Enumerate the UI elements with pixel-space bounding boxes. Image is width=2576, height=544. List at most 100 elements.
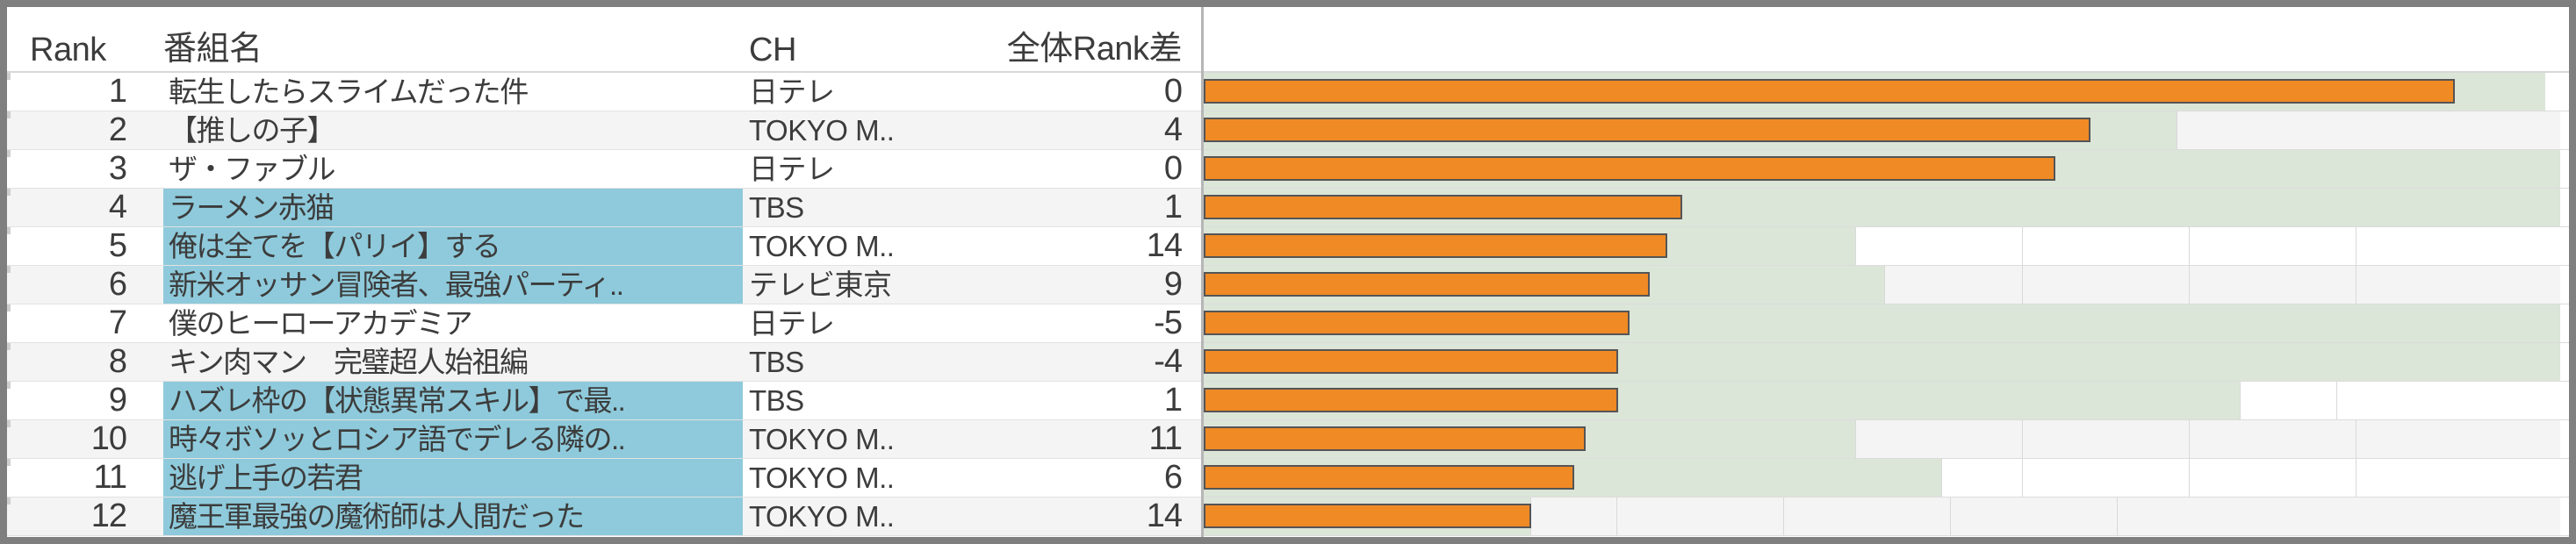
chart-gridline: [2189, 420, 2190, 458]
table-body: 1 転生したらスライムだった件 日テレ 0 2 【推しの子】 TOKYO M.. 4 3 ザ・ファ…: [7, 73, 1201, 536]
chart-row: [1204, 189, 2569, 227]
table-row[interactable]: 1 転生したらスライムだった件 日テレ 0: [7, 73, 1201, 111]
chart-gridline: [2189, 266, 2190, 304]
cell-title: ザ・ファブル: [169, 153, 336, 185]
cell-rank: 12: [90, 497, 127, 534]
cell-rank: 10: [90, 420, 127, 457]
chart-bar[interactable]: [1204, 272, 1650, 297]
chart-bar[interactable]: [1204, 233, 1667, 258]
chart-bar[interactable]: [1204, 311, 1630, 335]
cell-channel: TBS: [749, 384, 804, 417]
table-row[interactable]: 6 新米オッサン冒険者、最強パーティ.. テレビ東京 9: [7, 266, 1201, 304]
cell-title: ラーメン赤猫: [163, 189, 743, 226]
row-gutter-tick: [7, 227, 11, 234]
table-row[interactable]: 11 逃げ上手の若君 TOKYO M.. 6: [7, 459, 1201, 497]
chart-bar[interactable]: [1204, 465, 1574, 490]
cell-diff: 4: [1163, 111, 1182, 148]
row-gutter-tick: [7, 459, 11, 466]
chart-grid-panel: [1855, 227, 2560, 265]
cell-title: 俺は全てを【パリイ】する: [163, 227, 743, 265]
cell-title: 魔王軍最強の魔術師は人間だった: [163, 497, 743, 535]
chart-row: [1204, 420, 2569, 459]
cell-channel: テレビ東京: [749, 268, 892, 301]
chart-gridline: [1783, 497, 1784, 535]
chart-gridline: [2022, 266, 2023, 304]
column-header-diff: 全体Rank差: [1006, 31, 1183, 68]
row-gutter-tick: [7, 73, 11, 80]
cell-rank: 5: [108, 227, 127, 264]
row-gutter-tick: [7, 420, 11, 427]
cell-title: 【推しの子】: [169, 114, 336, 147]
table-row[interactable]: 9 ハズレ枠の【状態異常スキル】で最.. TBS 1: [7, 382, 1201, 420]
chart-gridline: [2189, 227, 2190, 265]
row-gutter-tick: [7, 266, 11, 273]
cell-diff: 1: [1163, 189, 1182, 225]
cell-rank: 1: [108, 73, 127, 110]
table-row[interactable]: 2 【推しの子】 TOKYO M.. 4: [7, 111, 1201, 150]
cell-rank: 4: [108, 189, 127, 225]
chart-bar[interactable]: [1204, 426, 1586, 451]
chart-row: [1204, 266, 2569, 304]
chart-bar[interactable]: [1204, 79, 2455, 104]
chart-grid-panel: [2177, 111, 2560, 149]
row-gutter-tick: [7, 189, 11, 196]
cell-channel: TBS: [749, 346, 804, 378]
chart-gridline: [2356, 266, 2357, 304]
cell-title: 転生したらスライムだった件: [169, 75, 529, 108]
chart-bar[interactable]: [1204, 349, 1618, 374]
cell-channel: TOKYO M..: [749, 500, 895, 533]
row-gutter-tick: [7, 382, 11, 389]
chart-gridline: [2189, 459, 2190, 497]
cell-rank: 6: [108, 266, 127, 303]
chart-gridline: [2356, 227, 2357, 265]
table-row[interactable]: 5 俺は全てを【パリイ】する TOKYO M.. 14: [7, 227, 1201, 266]
chart-grid-panel: [2240, 382, 2560, 419]
chart-row: [1204, 343, 2569, 382]
chart-bar[interactable]: [1204, 388, 1618, 412]
cell-diff: 0: [1163, 150, 1182, 187]
cell-title: キン肉マン 完璧超人始祖編: [169, 346, 529, 378]
chart-bar[interactable]: [1204, 156, 2055, 181]
chart-row: [1204, 304, 2569, 343]
chart-grid-panel: [1941, 459, 2560, 497]
table-row[interactable]: 10 時々ボソッとロシア語でデレる隣の.. TOKYO M.. 11: [7, 420, 1201, 459]
bar-chart: [1204, 7, 2569, 537]
chart-bar[interactable]: [1204, 504, 1531, 528]
chart-gridline: [2022, 227, 2023, 265]
cell-rank: 11: [93, 459, 127, 496]
row-gutter-tick: [7, 343, 11, 350]
cell-channel: TOKYO M..: [749, 423, 895, 455]
chart-grid-panel: [1855, 420, 2560, 458]
table-row[interactable]: 3 ザ・ファブル 日テレ 0: [7, 150, 1201, 189]
cell-title: 逃げ上手の若君: [163, 459, 743, 497]
table-row[interactable]: 7 僕のヒーローアカデミア 日テレ -5: [7, 304, 1201, 343]
table-header-row: Rank 番組名 CH 全体Rank差: [7, 7, 1201, 73]
column-header-title: 番組名: [163, 31, 263, 68]
chart-gridline: [2022, 459, 2023, 497]
column-header-channel: CH: [749, 32, 796, 68]
chart-gridline: [2356, 459, 2357, 497]
cell-rank: 2: [108, 111, 127, 148]
cell-diff: 6: [1163, 459, 1182, 496]
cell-diff: 11: [1148, 420, 1182, 457]
chart-gridline: [1950, 497, 1951, 535]
chart-body: [1204, 73, 2569, 536]
chart-bar[interactable]: [1204, 118, 2090, 142]
cell-channel: TBS: [749, 191, 804, 224]
chart-row: [1204, 459, 2569, 497]
cell-rank: 8: [108, 343, 127, 380]
table-row[interactable]: 8 キン肉マン 完璧超人始祖編 TBS -4: [7, 343, 1201, 382]
chart-row: [1204, 111, 2569, 150]
cell-diff: 0: [1163, 73, 1182, 110]
row-gutter-tick: [7, 111, 11, 118]
chart-row: [1204, 497, 2569, 536]
rank-table: Rank 番組名 CH 全体Rank差 1 転生したらスライムだった件 日テレ 0 2 【…: [7, 7, 1204, 537]
table-row[interactable]: 4 ラーメン赤猫 TBS 1: [7, 189, 1201, 227]
cell-diff: 14: [1146, 497, 1182, 534]
chart-row: [1204, 227, 2569, 266]
cell-channel: TOKYO M..: [749, 462, 895, 494]
cell-rank: 3: [108, 150, 127, 187]
table-row[interactable]: 12 魔王軍最強の魔術師は人間だった TOKYO M.. 14: [7, 497, 1201, 536]
chart-bar[interactable]: [1204, 195, 1682, 219]
cell-title: 新米オッサン冒険者、最強パーティ..: [163, 266, 743, 304]
